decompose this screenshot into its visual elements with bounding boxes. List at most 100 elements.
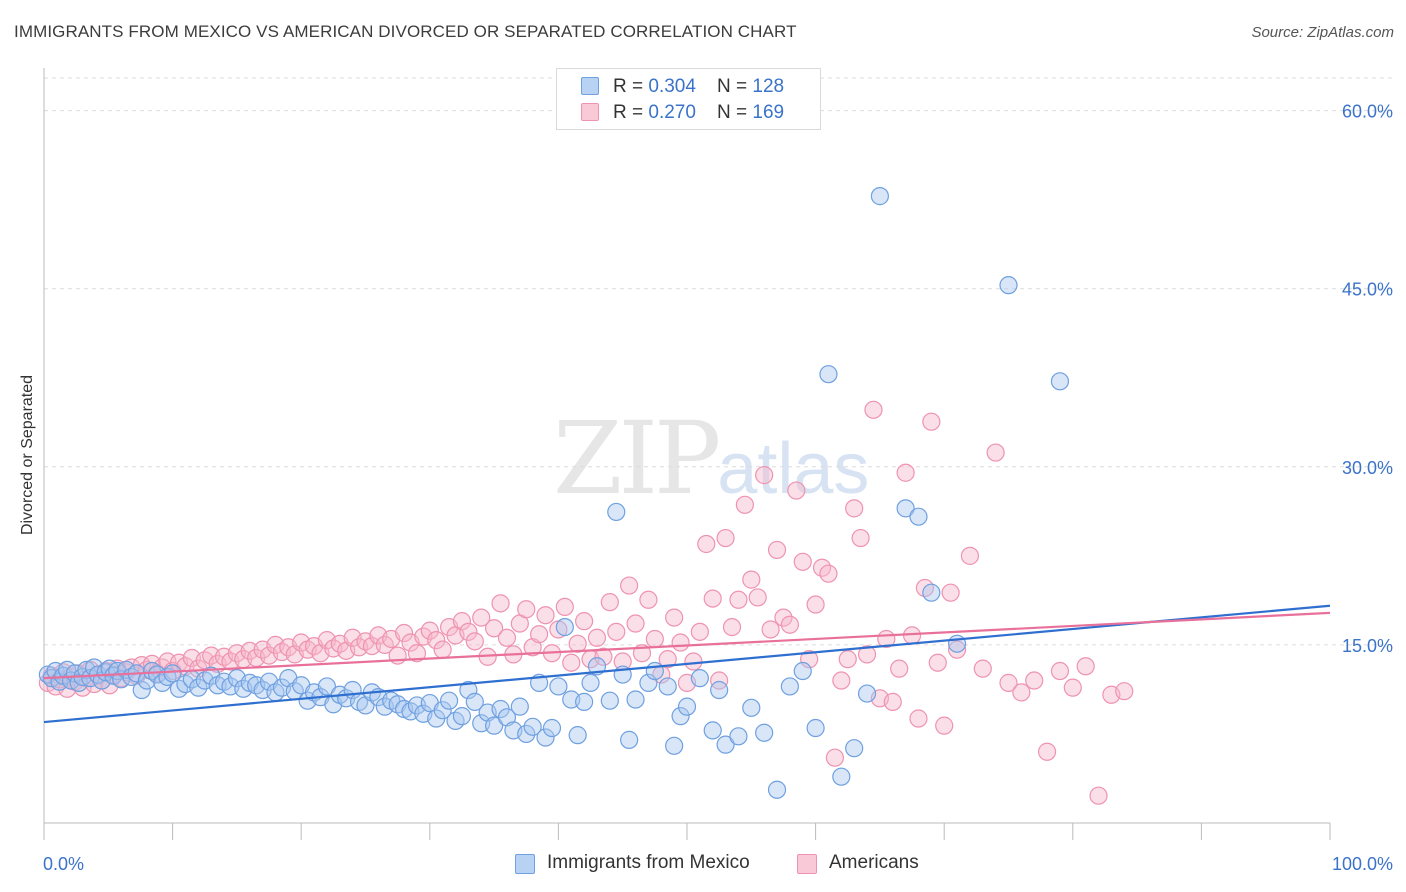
point-mexico <box>857 684 877 703</box>
point-mexico <box>1050 372 1070 391</box>
point-americans <box>864 400 883 419</box>
point-americans <box>729 590 748 609</box>
point-americans <box>485 619 504 638</box>
point-americans <box>671 633 690 652</box>
point-mexico <box>658 677 677 696</box>
point-mexico <box>317 677 337 696</box>
point-mexico <box>947 634 967 653</box>
point-americans <box>832 671 851 690</box>
point-americans <box>639 590 658 609</box>
point-americans <box>1063 678 1082 697</box>
point-americans <box>620 576 639 595</box>
point-mexico <box>465 692 484 711</box>
point-americans <box>896 463 915 482</box>
point-americans <box>607 622 626 641</box>
point-mexico <box>999 276 1018 295</box>
trend-line-mexico <box>43 604 1331 724</box>
point-americans <box>472 608 491 627</box>
point-americans <box>665 608 684 627</box>
point-americans <box>394 623 414 643</box>
point-americans <box>658 650 677 669</box>
point-americans <box>935 716 954 735</box>
point-americans <box>780 615 799 634</box>
point-americans <box>890 659 909 678</box>
point-americans <box>742 570 761 589</box>
point-americans <box>761 620 780 639</box>
point-mexico <box>716 735 735 754</box>
point-americans <box>452 612 472 631</box>
point-americans <box>1076 657 1095 676</box>
point-americans <box>748 588 767 607</box>
point-mexico <box>870 187 890 206</box>
y-tick-label: 60.0% <box>1342 102 1393 122</box>
point-mexico <box>845 739 864 758</box>
point-mexico <box>485 716 504 735</box>
x-tick-label: 0.0% <box>43 854 84 874</box>
point-americans <box>735 495 754 514</box>
legend-swatch-mexico <box>515 854 535 874</box>
watermark-atlas: atlas <box>717 429 870 509</box>
point-americans <box>838 650 857 669</box>
point-americans <box>568 634 587 653</box>
point-americans <box>703 589 722 608</box>
point-mexico <box>132 680 151 700</box>
point-mexico <box>677 697 697 716</box>
point-mexico <box>909 507 928 526</box>
point-americans <box>960 546 980 565</box>
point-americans <box>1037 742 1057 761</box>
point-americans <box>845 499 864 518</box>
watermark: ZIPatlas <box>553 400 869 517</box>
point-mexico <box>568 726 587 745</box>
point-americans <box>1050 661 1070 681</box>
point-mexico <box>517 724 536 744</box>
watermark-zip: ZIP <box>553 400 721 517</box>
legend-label-mexico: Immigrants from Mexico <box>547 852 750 873</box>
point-americans <box>825 748 844 767</box>
point-mexico <box>626 690 645 709</box>
point-americans <box>806 595 825 614</box>
point-americans <box>587 628 607 647</box>
legend-swatch-mexico <box>581 77 599 95</box>
point-americans <box>497 628 517 647</box>
point-mexico <box>896 499 915 518</box>
point-americans <box>819 564 838 583</box>
point-mexico <box>755 723 774 742</box>
point-mexico <box>665 736 684 755</box>
point-americans <box>722 617 742 637</box>
legend-n-value-mexico: 128 <box>752 76 785 97</box>
point-mexico <box>142 661 162 681</box>
y-tick-label: 15.0% <box>1342 636 1393 656</box>
point-mexico <box>163 664 182 683</box>
point-americans <box>1025 671 1044 690</box>
point-mexico <box>575 692 594 711</box>
point-mexico <box>742 698 761 717</box>
legend-swatch-americans <box>797 854 817 874</box>
point-americans <box>240 641 259 660</box>
point-americans <box>600 593 619 612</box>
legend-n-label: N = <box>717 102 753 123</box>
point-mexico <box>806 718 825 738</box>
y-tick-label: 45.0% <box>1342 280 1393 300</box>
point-americans <box>1089 786 1108 805</box>
point-mexico <box>671 707 690 726</box>
point-americans <box>536 606 555 625</box>
point-americans <box>690 622 709 641</box>
legend-swatch-americans <box>581 103 599 121</box>
point-americans <box>793 552 812 571</box>
point-mexico <box>607 502 626 522</box>
point-americans <box>710 671 729 690</box>
point-americans <box>883 692 902 711</box>
point-americans <box>1012 683 1031 702</box>
point-americans <box>594 647 613 666</box>
point-americans <box>433 640 452 659</box>
point-mexico <box>587 657 607 676</box>
point-mexico <box>832 767 851 786</box>
point-americans <box>999 673 1018 692</box>
point-mexico <box>549 677 568 696</box>
point-americans <box>575 612 594 631</box>
legend-n-value-americans: 169 <box>752 102 785 123</box>
point-mexico <box>452 707 472 726</box>
legend-n-label: N = <box>717 76 753 97</box>
point-mexico <box>433 701 452 720</box>
point-americans <box>362 636 382 656</box>
